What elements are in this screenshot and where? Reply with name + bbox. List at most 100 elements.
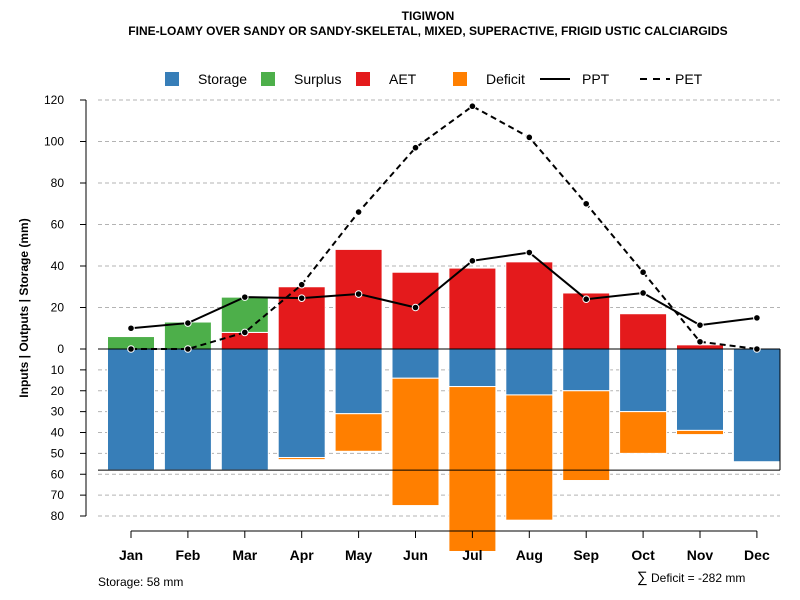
- sum-symbol: ∑: [637, 569, 648, 586]
- y-tick-label: 120: [44, 93, 64, 107]
- deficit-bar: [619, 411, 668, 454]
- storage-bar: [107, 348, 155, 471]
- ppt-point: [411, 303, 420, 312]
- pet-point: [411, 143, 420, 152]
- bars: [98, 248, 781, 552]
- x-tick-label: Dec: [744, 547, 770, 563]
- deficit-bar: [277, 457, 326, 461]
- storage-bar: [676, 348, 724, 431]
- y-tick-label: 40: [51, 259, 65, 273]
- x-tick-label: Jul: [462, 547, 482, 563]
- chart-subtitle: FINE-LOAMY OVER SANDY OR SANDY-SKELETAL,…: [128, 24, 727, 38]
- storage-bar: [163, 348, 212, 471]
- pet-point: [582, 199, 591, 208]
- deficit-bar: [505, 394, 554, 521]
- y-tick-label: 60: [51, 467, 65, 481]
- y-tick-label: 60: [51, 218, 65, 232]
- chart-title: TIGIWON: [402, 9, 455, 23]
- deficit-bar: [391, 377, 440, 507]
- pet-point: [184, 345, 192, 353]
- ppt-point: [582, 295, 591, 304]
- y-tick-label: 100: [44, 135, 64, 149]
- pet-point: [297, 280, 306, 289]
- y-tick-label: 80: [51, 509, 65, 523]
- x-tick-label: Jun: [403, 547, 428, 563]
- ppt-point: [241, 293, 249, 301]
- storage-bar: [391, 348, 440, 379]
- ppt-point: [753, 314, 761, 322]
- legend-swatch: [356, 72, 370, 86]
- surplus-bar: [220, 296, 269, 333]
- deficit-bar: [562, 390, 611, 482]
- y-tick-label: 50: [51, 446, 65, 460]
- legend-label: AET: [389, 71, 417, 87]
- aet-bar: [334, 248, 383, 350]
- y-tick-label: 0: [57, 342, 64, 356]
- storage-bar: [220, 348, 269, 471]
- storage-bar: [334, 348, 383, 415]
- legend-label: PET: [675, 71, 703, 87]
- legend-swatch: [165, 72, 179, 86]
- x-tick-label: Aug: [516, 547, 543, 563]
- storage-note: Storage: 58 mm: [98, 575, 183, 589]
- legend-label: Surplus: [294, 71, 341, 87]
- ppt-point: [127, 324, 135, 333]
- storage-bar: [562, 348, 611, 392]
- pet-point: [241, 328, 249, 337]
- aet-bar: [619, 313, 668, 350]
- deficit-total: Deficit = -282 mm: [651, 571, 745, 585]
- aet-bar: [448, 267, 497, 350]
- y-tick-label: 40: [51, 426, 65, 440]
- x-axis: Jan Feb Mar Apr May Jun Jul Aug Sep Oct Nov Dec: [119, 530, 770, 563]
- legend: Storage Surplus AET Deficit PPT PET: [165, 71, 703, 87]
- x-tick-label: Nov: [687, 547, 714, 563]
- x-tick-label: Feb: [175, 547, 200, 563]
- y-tick-label: 80: [51, 176, 65, 190]
- x-tick-label: May: [345, 547, 372, 563]
- y-tick-label: 10: [51, 363, 65, 377]
- pet-point: [127, 345, 135, 353]
- storage-bar: [619, 348, 668, 413]
- legend-label: Storage: [198, 71, 247, 87]
- pet-point: [639, 268, 647, 277]
- pet-point: [525, 133, 534, 142]
- x-tick-label: Sep: [573, 547, 599, 563]
- series-lines: [127, 102, 761, 353]
- storage-bar: [277, 348, 326, 459]
- x-tick-label: Oct: [631, 547, 655, 563]
- aet-bar: [505, 261, 554, 350]
- y-tick-label: 20: [51, 384, 65, 398]
- y-tick-label: 20: [51, 301, 65, 315]
- storage-bar: [448, 348, 497, 388]
- pet-point: [468, 102, 477, 111]
- y-tick-label: 30: [51, 405, 65, 419]
- ppt-point: [297, 294, 306, 302]
- ppt-point: [184, 319, 192, 327]
- ppt-point: [525, 248, 534, 257]
- pet-point: [354, 208, 363, 216]
- storage-bar: [505, 348, 554, 396]
- x-tick-label: Jan: [119, 547, 143, 563]
- storage-bar: [732, 348, 781, 463]
- pet-point: [696, 337, 704, 346]
- y-axis-label: Inputs | Outputs | Storage (mm): [17, 218, 31, 397]
- x-tick-label: Mar: [232, 547, 257, 563]
- legend-swatch: [261, 72, 275, 86]
- legend-label: Deficit: [486, 71, 525, 87]
- ppt-point: [468, 257, 477, 265]
- y-tick-label: 70: [51, 488, 65, 502]
- legend-label: PPT: [582, 71, 610, 87]
- legend-swatch: [453, 72, 467, 86]
- x-tick-label: Apr: [290, 547, 315, 563]
- deficit-bar: [334, 413, 383, 452]
- deficit-bar: [676, 429, 724, 436]
- ppt-point: [354, 290, 363, 298]
- deficit-bar: [448, 386, 497, 552]
- ppt-line: [130, 251, 758, 330]
- ppt-point: [696, 321, 704, 329]
- y-axis: 0 20 40 60 80 100 120 10 20 30 40 50 60 70 80: [44, 93, 87, 523]
- ppt-point: [639, 289, 647, 297]
- pet-point: [753, 345, 761, 353]
- pet-line: [131, 105, 758, 350]
